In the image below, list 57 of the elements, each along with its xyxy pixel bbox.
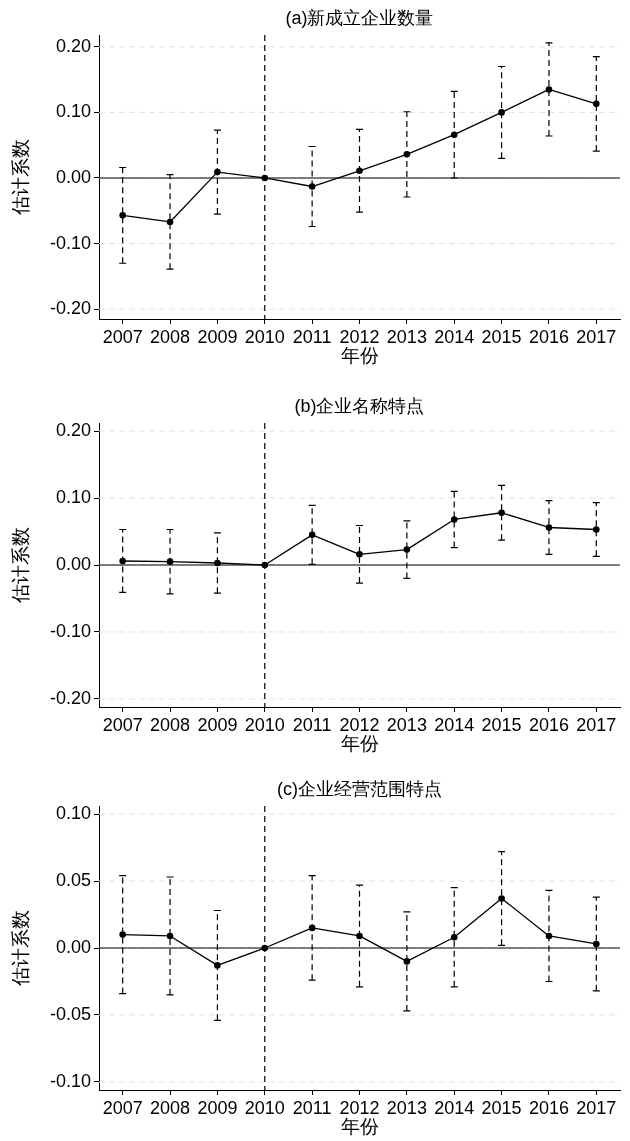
x-axis-title: 年份 [340,344,379,366]
y-axis-title: 估计系数 [9,527,31,604]
y-tick-label: 0.20 [55,35,91,56]
y-tick-label: -0.05 [49,1003,91,1024]
x-tick-label: 2008 [150,1097,191,1118]
y-tick-label: 0.00 [55,166,91,187]
x-tick-label: 2015 [481,326,522,347]
x-tick-label: 2008 [150,714,191,735]
x-tick-label: 2010 [244,326,285,347]
y-tick-label: -0.10 [49,620,91,641]
chart-title: (b)企业名称特点 [294,395,425,416]
y-axis-title: 估计系数 [9,139,31,216]
x-tick-label: 2013 [386,326,427,347]
x-tick-label: 2017 [576,1097,617,1118]
x-tick-label: 2011 [292,326,332,347]
x-tick-label: 2009 [197,714,238,735]
x-tick-label: 2014 [434,1097,475,1118]
x-tick-label: 2017 [576,326,617,347]
y-tick-label: -0.10 [49,1070,91,1091]
x-tick-label: 2014 [434,714,475,735]
y-tick-label: -0.10 [49,232,91,253]
x-tick-label: 2008 [150,326,191,347]
x-tick-label: 2013 [386,1097,427,1118]
x-tick-label: 2015 [481,714,522,735]
x-tick-label: 2013 [386,714,427,735]
y-tick-label: 0.00 [55,936,91,957]
x-tick-label: 2009 [197,1097,238,1118]
y-tick-label: 0.05 [55,869,91,890]
x-tick-label: 2007 [102,714,143,735]
x-tick-label: 2017 [576,714,617,735]
y-tick-label: 0.10 [55,803,91,824]
x-tick-label: 2016 [528,714,569,735]
y-tick-label: 0.10 [55,101,91,122]
y-tick-label: -0.20 [49,298,91,319]
x-tick-label: 2016 [528,1097,569,1118]
y-tick-label: 0.20 [55,420,91,441]
chart-title: (c)企业经营范围特点 [277,778,442,799]
x-tick-label: 2009 [197,326,238,347]
x-tick-label: 2011 [292,1097,332,1118]
chart-title: (a)新成立企业数量 [285,7,434,28]
x-tick-label: 2012 [339,714,380,735]
x-tick-label: 2007 [102,1097,143,1118]
x-tick-label: 2010 [244,714,285,735]
x-tick-label: 2016 [528,326,569,347]
x-tick-label: 2007 [102,326,143,347]
y-axis-title: 估计系数 [9,910,31,987]
x-tick-label: 2014 [434,326,475,347]
x-tick-label: 2010 [244,1097,285,1118]
x-tick-label: 2011 [292,714,332,735]
x-tick-label: 2012 [339,1097,380,1118]
x-axis-title: 年份 [340,1115,379,1137]
x-tick-label: 2012 [339,326,380,347]
x-axis-title: 年份 [340,732,379,754]
y-tick-label: 0.00 [55,553,91,574]
y-tick-label: -0.20 [49,687,91,708]
y-tick-label: 0.10 [55,486,91,507]
x-tick-label: 2015 [481,1097,522,1118]
